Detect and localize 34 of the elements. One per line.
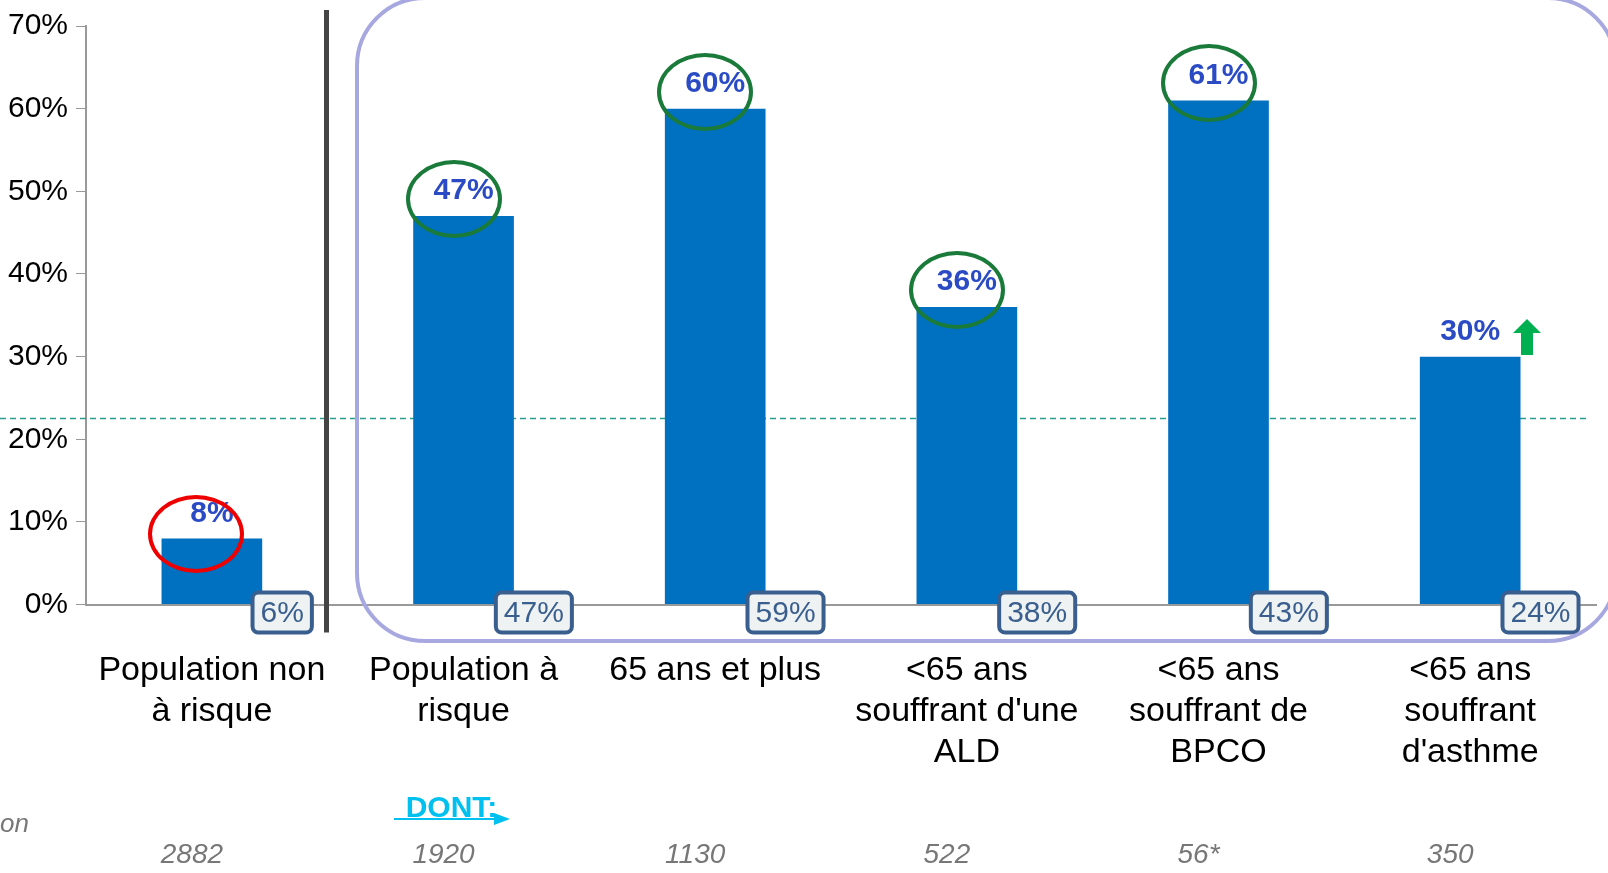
data-label: 36% xyxy=(936,263,997,297)
y-tick-label: 60% xyxy=(8,89,69,123)
annotation: 6% xyxy=(260,594,304,628)
y-tick-label: 20% xyxy=(8,420,69,454)
text: on xyxy=(0,808,29,839)
data-label: 61% xyxy=(1188,56,1249,90)
annotation: 43% xyxy=(1258,594,1319,628)
text: 350 xyxy=(1426,837,1474,869)
y-tick-label: 10% xyxy=(8,503,69,537)
y-tick-label: 40% xyxy=(8,255,69,289)
annotation: 59% xyxy=(755,594,816,628)
x-tick-label: Population non à risque xyxy=(98,649,326,729)
x-tick-label: <65 ans souffrant d'asthme xyxy=(1401,649,1539,769)
x-tick-label: Population à risque xyxy=(369,649,559,729)
data-label: 60% xyxy=(685,64,746,98)
text: DONT: xyxy=(405,790,498,824)
text: 2882 xyxy=(159,837,224,869)
data-label: 8% xyxy=(190,494,234,528)
text: 522 xyxy=(923,837,971,869)
data-label: 30% xyxy=(1440,312,1501,346)
text: 56* xyxy=(1177,837,1221,869)
data-label: 47% xyxy=(433,172,494,206)
annotation: 47% xyxy=(503,594,564,628)
annotation: 38% xyxy=(1007,594,1068,628)
annotation: 24% xyxy=(1510,594,1571,628)
x-tick-label: 65 ans et plus xyxy=(609,649,822,688)
y-tick-label: 50% xyxy=(8,172,69,206)
y-tick-label: 0% xyxy=(24,585,69,619)
y-tick-label: 70% xyxy=(8,7,69,41)
text: 1920 xyxy=(412,837,476,869)
x-tick-label: <65 ans souffrant de BPCO xyxy=(1129,649,1308,769)
y-tick-label: 30% xyxy=(8,337,69,371)
text: 1130 xyxy=(665,837,726,869)
x-tick-label: <65 ans souffrant d'une ALD xyxy=(855,649,1079,769)
